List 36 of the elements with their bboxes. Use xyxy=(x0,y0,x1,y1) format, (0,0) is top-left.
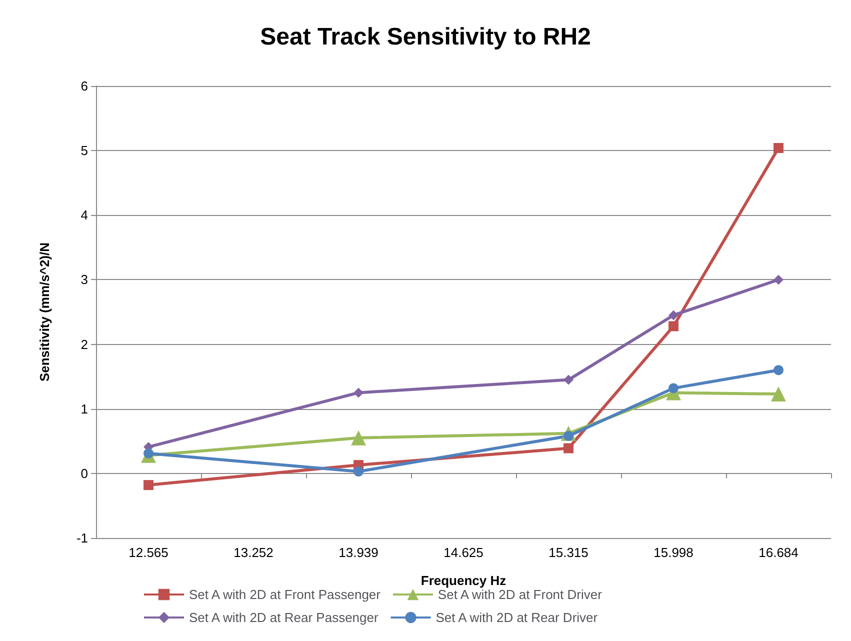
y-axis-title: Sensitivity (mm/s^2)/N xyxy=(37,242,52,382)
y-tick-label: -1 xyxy=(76,530,88,546)
point xyxy=(354,388,364,398)
x-tick-label: 12.565 xyxy=(128,545,168,560)
x-tick-label: 14.625 xyxy=(444,545,484,560)
point xyxy=(354,466,364,476)
legend-label: Set A with 2D at Rear Passenger xyxy=(189,610,379,625)
chart-title: Seat Track Sensitivity to RH2 xyxy=(260,24,591,50)
point xyxy=(351,430,366,446)
y-tick-label: 3 xyxy=(80,272,88,288)
x-tick-label: 15.315 xyxy=(548,545,588,560)
point xyxy=(668,310,678,320)
point xyxy=(668,321,678,332)
point xyxy=(144,448,154,458)
point xyxy=(668,383,678,394)
point xyxy=(774,274,784,285)
y-tick-label: 2 xyxy=(80,336,88,352)
x-tick-label: 15.998 xyxy=(654,545,694,560)
point xyxy=(774,365,784,376)
legend-label: Set A with 2D at Rear Driver xyxy=(436,610,598,625)
point xyxy=(564,443,574,454)
y-tick-label: 5 xyxy=(80,143,88,158)
y-tick-label: 0 xyxy=(80,466,88,481)
point xyxy=(774,142,784,153)
x-tick-label: 16.684 xyxy=(758,545,798,560)
y-tick-label: 1 xyxy=(80,401,88,416)
x-tick-label: 13.939 xyxy=(338,545,378,560)
legend-label: Set A with 2D at Front Driver xyxy=(438,587,603,602)
legend-label: Set A with 2D at Front Passenger xyxy=(189,587,382,602)
y-tick-label: 6 xyxy=(80,78,88,94)
point xyxy=(771,386,786,402)
point xyxy=(564,374,574,385)
x-axis-title: Frequency Hz xyxy=(420,573,507,588)
point xyxy=(144,480,154,490)
x-tick-label: 13.252 xyxy=(234,545,274,560)
y-tick-label: 4 xyxy=(80,208,88,223)
